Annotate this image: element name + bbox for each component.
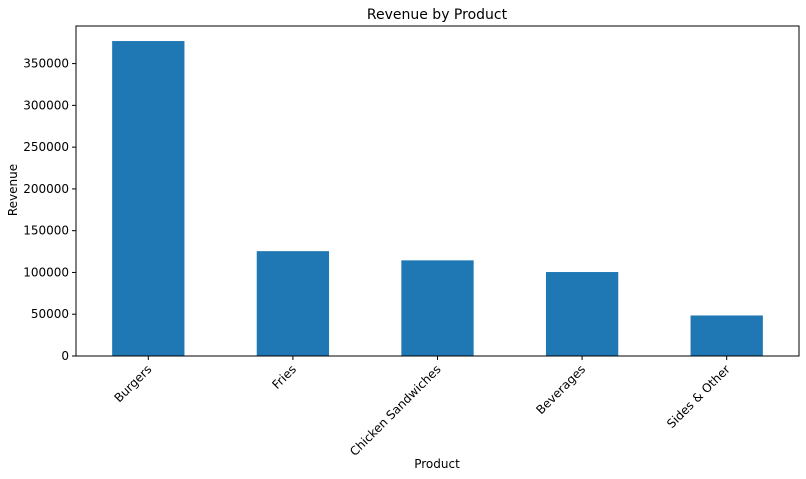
- bar-3: [545, 272, 619, 356]
- y-tick-label: 50000: [31, 307, 69, 321]
- x-tick-label: Fries: [269, 362, 299, 392]
- x-tick-label: Burgers: [111, 362, 154, 405]
- bar-1: [256, 251, 330, 356]
- y-tick-label: 150000: [23, 224, 69, 238]
- axes-frame: [75, 25, 800, 357]
- plot-area: 0 50000 100000 150000 200000 250000 300000 3500…: [23, 25, 800, 459]
- y-axis-label: Revenue: [6, 164, 20, 216]
- chart-title: Revenue by Product: [367, 7, 508, 23]
- bar-0: [112, 41, 185, 357]
- bar-2: [401, 260, 474, 356]
- x-axis-label: Product: [414, 457, 460, 471]
- y-tick-label: 200000: [23, 182, 69, 196]
- y-tick-label: 0: [61, 349, 69, 363]
- bar-4: [690, 315, 763, 356]
- x-tick-label: Sides & Other: [664, 362, 733, 431]
- x-tick-label: Chicken Sandwiches: [347, 362, 443, 458]
- y-tick-label: 350000: [23, 57, 69, 71]
- y-tick-label: 300000: [23, 98, 69, 112]
- y-tick-label: 100000: [23, 265, 69, 279]
- x-tick-label: Beverages: [533, 362, 588, 417]
- y-tick-label: 250000: [23, 140, 69, 154]
